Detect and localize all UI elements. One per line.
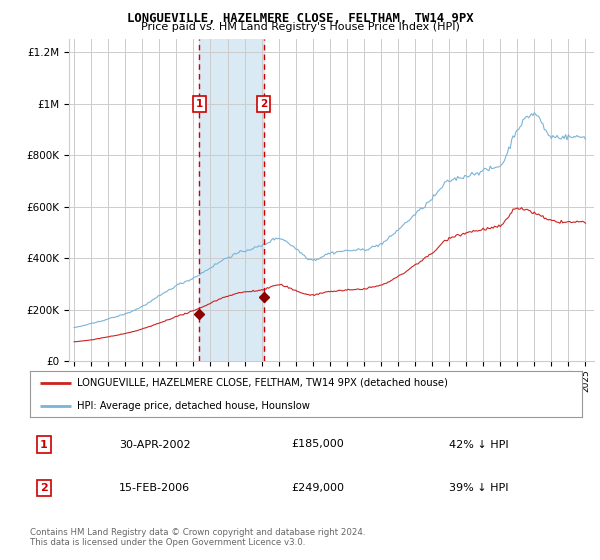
Text: This data is licensed under the Open Government Licence v3.0.: This data is licensed under the Open Gov…	[30, 538, 305, 547]
Text: Contains HM Land Registry data © Crown copyright and database right 2024.: Contains HM Land Registry data © Crown c…	[30, 528, 365, 536]
Text: Price paid vs. HM Land Registry's House Price Index (HPI): Price paid vs. HM Land Registry's House …	[140, 22, 460, 32]
Text: LONGUEVILLE, HAZELMERE CLOSE, FELTHAM, TW14 9PX (detached house): LONGUEVILLE, HAZELMERE CLOSE, FELTHAM, T…	[77, 378, 448, 388]
Text: £249,000: £249,000	[291, 483, 344, 493]
Bar	[199, 39, 263, 361]
Text: 30-APR-2002: 30-APR-2002	[119, 440, 190, 450]
Text: 39% ↓ HPI: 39% ↓ HPI	[449, 483, 509, 493]
Text: 2: 2	[260, 99, 267, 109]
Text: 42% ↓ HPI: 42% ↓ HPI	[449, 440, 509, 450]
Text: 15-FEB-2006: 15-FEB-2006	[119, 483, 190, 493]
Text: LONGUEVILLE, HAZELMERE CLOSE, FELTHAM, TW14 9PX: LONGUEVILLE, HAZELMERE CLOSE, FELTHAM, T…	[127, 12, 473, 25]
Text: 2: 2	[40, 483, 48, 493]
Text: HPI: Average price, detached house, Hounslow: HPI: Average price, detached house, Houn…	[77, 401, 310, 410]
Text: £185,000: £185,000	[291, 440, 344, 450]
Text: 1: 1	[40, 440, 48, 450]
Text: 1: 1	[196, 99, 203, 109]
